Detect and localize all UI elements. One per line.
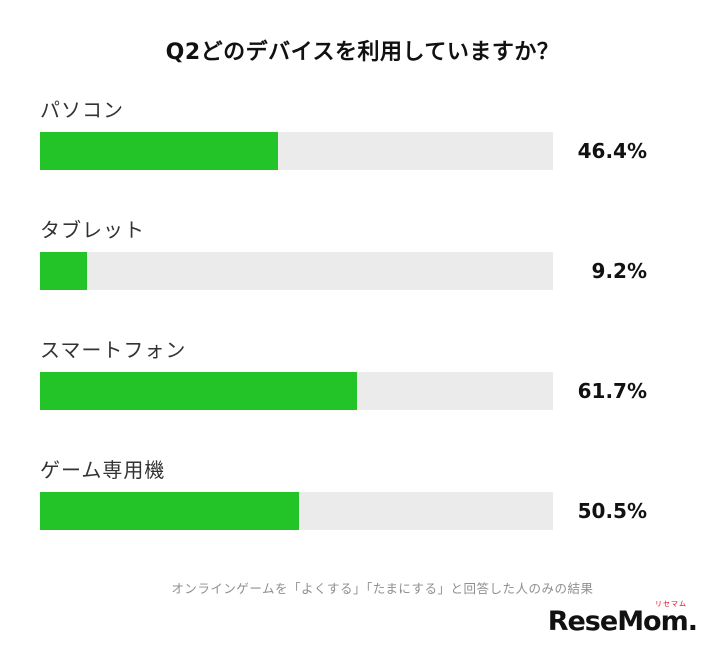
bar-row-smartphone: スマートフォン 61.7% [40, 334, 647, 410]
logo-ruby-text: リセマム [655, 600, 687, 608]
value-label: 61.7% [577, 379, 647, 403]
category-label: ゲーム専用機 [40, 458, 166, 482]
bar-fill [40, 372, 357, 410]
bar-line: 61.7% [40, 372, 647, 410]
bar-fill [40, 132, 279, 170]
bar-track [40, 372, 553, 410]
chart-title: Q2どのデバイスを利用していますか？ [165, 40, 560, 65]
bar-line: 9.2% [40, 252, 647, 290]
category-label: パソコン [40, 98, 124, 122]
value-label: 9.2% [591, 259, 647, 283]
bar-row-pc: パソコン 46.4% [40, 94, 647, 170]
category-label: スマートフォン [40, 338, 187, 362]
footnote: オンラインゲームを「よくする」「たまにする」と回答した人のみの結果 [171, 581, 594, 596]
category-label: タブレット [40, 218, 145, 242]
logo-text: ReseMom. [547, 606, 698, 637]
bar-line: 50.5% [40, 492, 647, 530]
bar-line: 46.4% [40, 132, 647, 170]
value-label: 50.5% [577, 499, 647, 523]
bar-row-tablet: タブレット 9.2% [40, 214, 647, 290]
bar-fill [40, 492, 300, 530]
bar-track [40, 132, 553, 170]
resemom-logo: リセマム ReseMom. [547, 601, 698, 637]
bar-track [40, 492, 553, 530]
bar-fill [40, 252, 88, 290]
bar-track [40, 252, 553, 290]
bar-chart: パソコン 46.4% タブレット 9.2% スマートフォン [0, 94, 725, 530]
bar-row-game-console: ゲーム専用機 50.5% [40, 454, 647, 530]
value-label: 46.4% [577, 139, 647, 163]
